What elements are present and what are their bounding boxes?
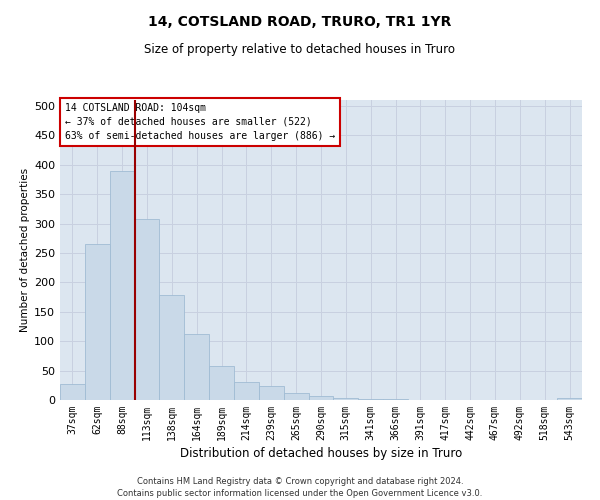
- Text: Size of property relative to detached houses in Truro: Size of property relative to detached ho…: [145, 42, 455, 56]
- Bar: [284, 393, 308, 400]
- Text: 14 COTSLAND ROAD: 104sqm
← 37% of detached houses are smaller (522)
63% of semi-: 14 COTSLAND ROAD: 104sqm ← 37% of detach…: [65, 103, 335, 141]
- Bar: [334, 398, 358, 400]
- Bar: [110, 170, 134, 400]
- Bar: [60, 384, 85, 400]
- Text: 14, COTSLAND ROAD, TRURO, TR1 1YR: 14, COTSLAND ROAD, TRURO, TR1 1YR: [148, 15, 452, 29]
- Text: Contains HM Land Registry data © Crown copyright and database right 2024.
Contai: Contains HM Land Registry data © Crown c…: [118, 476, 482, 498]
- Bar: [184, 334, 209, 400]
- Y-axis label: Number of detached properties: Number of detached properties: [20, 168, 30, 332]
- X-axis label: Distribution of detached houses by size in Truro: Distribution of detached houses by size …: [180, 447, 462, 460]
- Bar: [557, 398, 582, 400]
- Bar: [85, 244, 110, 400]
- Bar: [134, 219, 160, 400]
- Bar: [209, 366, 234, 400]
- Bar: [160, 296, 184, 400]
- Bar: [259, 386, 284, 400]
- Bar: [234, 382, 259, 400]
- Bar: [308, 396, 334, 400]
